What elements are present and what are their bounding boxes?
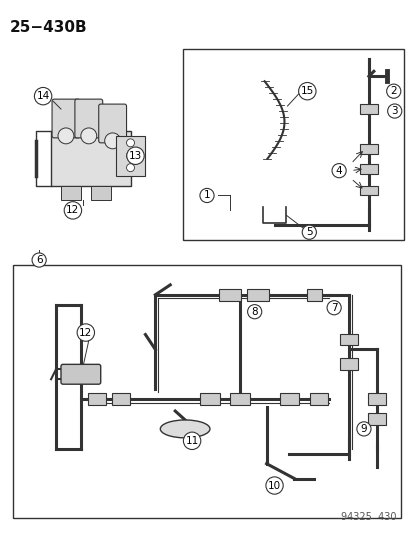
FancyBboxPatch shape [112, 393, 129, 405]
FancyBboxPatch shape [88, 393, 105, 405]
Circle shape [126, 152, 134, 160]
FancyBboxPatch shape [246, 289, 268, 301]
Text: 1: 1 [203, 190, 210, 200]
FancyBboxPatch shape [90, 185, 110, 200]
FancyBboxPatch shape [61, 185, 81, 200]
FancyBboxPatch shape [51, 131, 130, 185]
Text: 6: 6 [36, 255, 43, 265]
Text: 3: 3 [390, 106, 397, 116]
FancyBboxPatch shape [61, 365, 100, 384]
Text: 94325  430: 94325 430 [340, 512, 396, 522]
FancyBboxPatch shape [359, 185, 377, 196]
FancyBboxPatch shape [359, 164, 377, 174]
Text: 14: 14 [36, 91, 50, 101]
FancyBboxPatch shape [279, 393, 299, 405]
Text: 9: 9 [360, 424, 366, 434]
Text: 13: 13 [128, 151, 142, 161]
FancyBboxPatch shape [115, 136, 145, 175]
FancyBboxPatch shape [75, 99, 102, 138]
FancyBboxPatch shape [339, 334, 357, 345]
FancyBboxPatch shape [359, 144, 377, 154]
FancyBboxPatch shape [306, 289, 321, 301]
Ellipse shape [160, 420, 209, 438]
Circle shape [81, 128, 97, 144]
Text: 5: 5 [305, 227, 312, 237]
FancyBboxPatch shape [229, 393, 249, 405]
Text: 25−430B: 25−430B [9, 20, 87, 35]
Text: 12: 12 [66, 205, 79, 215]
FancyBboxPatch shape [359, 104, 377, 114]
FancyBboxPatch shape [367, 413, 385, 425]
FancyBboxPatch shape [199, 393, 219, 405]
Text: 4: 4 [335, 166, 342, 176]
Text: 15: 15 [300, 86, 313, 96]
FancyBboxPatch shape [339, 358, 357, 370]
FancyBboxPatch shape [310, 393, 328, 405]
Text: 8: 8 [251, 306, 257, 317]
Text: 2: 2 [389, 86, 396, 96]
Circle shape [126, 139, 134, 147]
Circle shape [126, 164, 134, 172]
FancyBboxPatch shape [98, 104, 126, 143]
FancyBboxPatch shape [218, 289, 240, 301]
Circle shape [104, 133, 120, 149]
Text: 12: 12 [79, 328, 92, 337]
Text: 10: 10 [267, 481, 280, 490]
Circle shape [58, 128, 74, 144]
FancyBboxPatch shape [367, 393, 385, 405]
Text: 11: 11 [185, 436, 198, 446]
FancyBboxPatch shape [52, 99, 80, 138]
Text: 7: 7 [330, 303, 337, 313]
